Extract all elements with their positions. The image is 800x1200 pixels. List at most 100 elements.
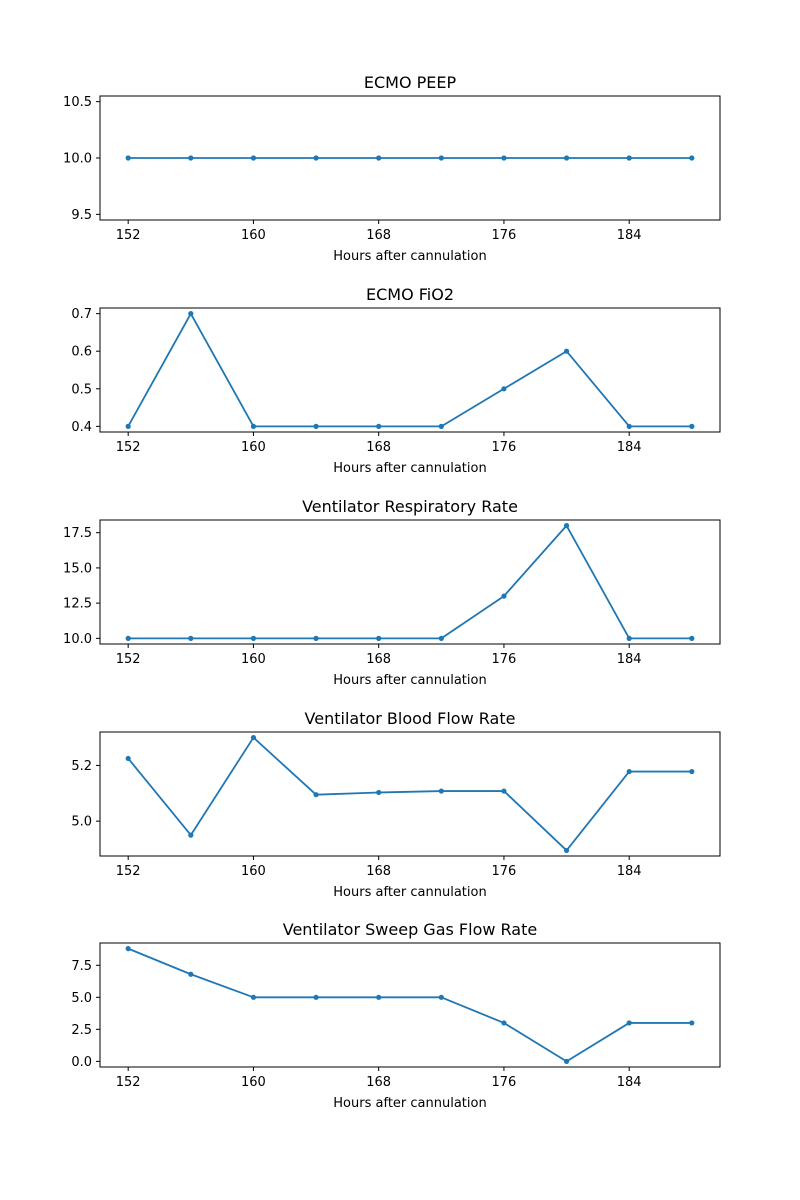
data-point xyxy=(376,635,382,641)
data-point xyxy=(313,423,319,429)
data-point xyxy=(313,155,319,161)
x-tick-label: 160 xyxy=(241,1075,266,1090)
data-point xyxy=(563,348,570,354)
series-line xyxy=(127,947,692,1063)
data-point xyxy=(626,423,632,429)
y-tick-label: 0.7 xyxy=(71,307,92,322)
data-point xyxy=(188,832,194,838)
data-point xyxy=(438,788,444,794)
x-tick-label: 184 xyxy=(617,864,642,879)
x-axis-label: Hours after cannulation xyxy=(333,461,486,476)
y-tick-label: 12.5 xyxy=(63,597,92,612)
y-tick-label: 5.2 xyxy=(71,759,92,774)
x-tick-label: 152 xyxy=(116,1075,141,1090)
data-point xyxy=(250,155,257,161)
x-tick-label: 176 xyxy=(492,1075,517,1090)
data-point xyxy=(563,523,570,529)
data-point xyxy=(626,768,632,775)
chart-panel-5: Ventilator Sweep Gas Flow Rate 152 160 168 1… xyxy=(71,920,721,1111)
data-point xyxy=(501,155,507,161)
data-point xyxy=(501,386,507,392)
data-point xyxy=(376,789,382,796)
chart-title: Ventilator Respiratory Rate xyxy=(302,497,518,516)
y-tick-label: 10.0 xyxy=(63,632,92,647)
data-point xyxy=(313,635,319,641)
data-point xyxy=(125,423,131,429)
y-tick-label: 15.0 xyxy=(63,561,92,576)
x-tick-label: 160 xyxy=(241,440,266,455)
data-point xyxy=(376,423,382,429)
y-tick-label: 5.0 xyxy=(71,991,92,1006)
chart-panel-3: Ventilator Respiratory Rate 152 160 168 176 1… xyxy=(63,497,721,688)
x-tick-label: 168 xyxy=(366,1075,391,1090)
x-tick-label: 176 xyxy=(492,864,517,879)
y-tick-label: 0.6 xyxy=(71,345,92,360)
data-point xyxy=(501,788,507,794)
plot-frame xyxy=(99,942,721,1068)
x-tick-label: 168 xyxy=(366,440,391,455)
data-point xyxy=(313,792,319,798)
data-point xyxy=(438,155,444,161)
x-tick-label: 160 xyxy=(241,228,266,243)
y-tick-label: 10.0 xyxy=(63,152,92,167)
y-tick-label: 0.4 xyxy=(71,420,92,435)
chart-panel-2: ECMO FiO2 152 160 168 176 184 0.4 0.5 0.6 0.7 Hour… xyxy=(71,285,721,476)
data-point xyxy=(689,635,695,641)
data-point xyxy=(501,593,507,599)
chart-title: Ventilator Blood Flow Rate xyxy=(305,709,516,728)
data-point xyxy=(626,1020,632,1026)
y-tick-label: 0.0 xyxy=(71,1055,92,1070)
x-axis-label: Hours after cannulation xyxy=(333,885,486,900)
x-axis-label: Hours after cannulation xyxy=(333,249,486,264)
x-tick-label: 176 xyxy=(492,652,517,667)
data-point xyxy=(376,994,382,1000)
data-point xyxy=(501,1020,507,1026)
series-line xyxy=(128,524,692,640)
data-point xyxy=(125,755,131,762)
data-point xyxy=(563,847,570,854)
y-tick-label: 9.5 xyxy=(71,208,92,223)
chart-panel-1: ECMO PEEP 152 160 168 176 184 9.5 10.0 10.5 Hours… xyxy=(63,73,721,264)
data-point xyxy=(563,155,570,161)
data-point xyxy=(689,1020,695,1026)
y-tick-label: 7.5 xyxy=(71,959,92,974)
x-axis-label: Hours after cannulation xyxy=(333,1096,486,1111)
x-tick-label: 152 xyxy=(116,652,141,667)
x-tick-label: 152 xyxy=(116,228,141,243)
chart-panel-4: Ventilator Blood Flow Rate 152 160 168 176 18… xyxy=(71,709,721,900)
data-point xyxy=(313,994,319,1000)
x-axis-label: Hours after cannulation xyxy=(333,673,486,688)
y-tick-label: 0.5 xyxy=(71,382,92,397)
chart-title: ECMO FiO2 xyxy=(366,285,454,304)
data-point xyxy=(563,1058,570,1064)
data-point xyxy=(188,971,194,977)
data-point xyxy=(689,768,695,775)
data-point xyxy=(376,155,382,161)
x-tick-label: 184 xyxy=(617,440,642,455)
x-tick-label: 160 xyxy=(241,864,266,879)
x-tick-label: 152 xyxy=(116,440,141,455)
series-line xyxy=(127,312,692,428)
data-point xyxy=(438,994,444,1000)
data-point xyxy=(689,423,695,429)
x-tick-label: 184 xyxy=(617,228,642,243)
data-point xyxy=(125,946,131,952)
chart-title: Ventilator Sweep Gas Flow Rate xyxy=(283,920,537,939)
plot-frame xyxy=(99,307,721,433)
data-point xyxy=(188,635,194,641)
y-tick-label: 2.5 xyxy=(71,1023,92,1038)
x-tick-label: 160 xyxy=(241,652,266,667)
data-point xyxy=(689,155,695,161)
data-point xyxy=(250,423,257,429)
data-point xyxy=(250,994,257,1000)
data-point xyxy=(250,635,257,641)
data-point xyxy=(250,734,257,741)
x-tick-label: 168 xyxy=(366,864,391,879)
plot-frame xyxy=(99,731,721,857)
data-point xyxy=(188,311,194,317)
y-tick-label: 10.5 xyxy=(63,95,92,110)
x-tick-label: 152 xyxy=(116,864,141,879)
data-point xyxy=(125,635,131,641)
chart-title: ECMO PEEP xyxy=(364,73,457,92)
